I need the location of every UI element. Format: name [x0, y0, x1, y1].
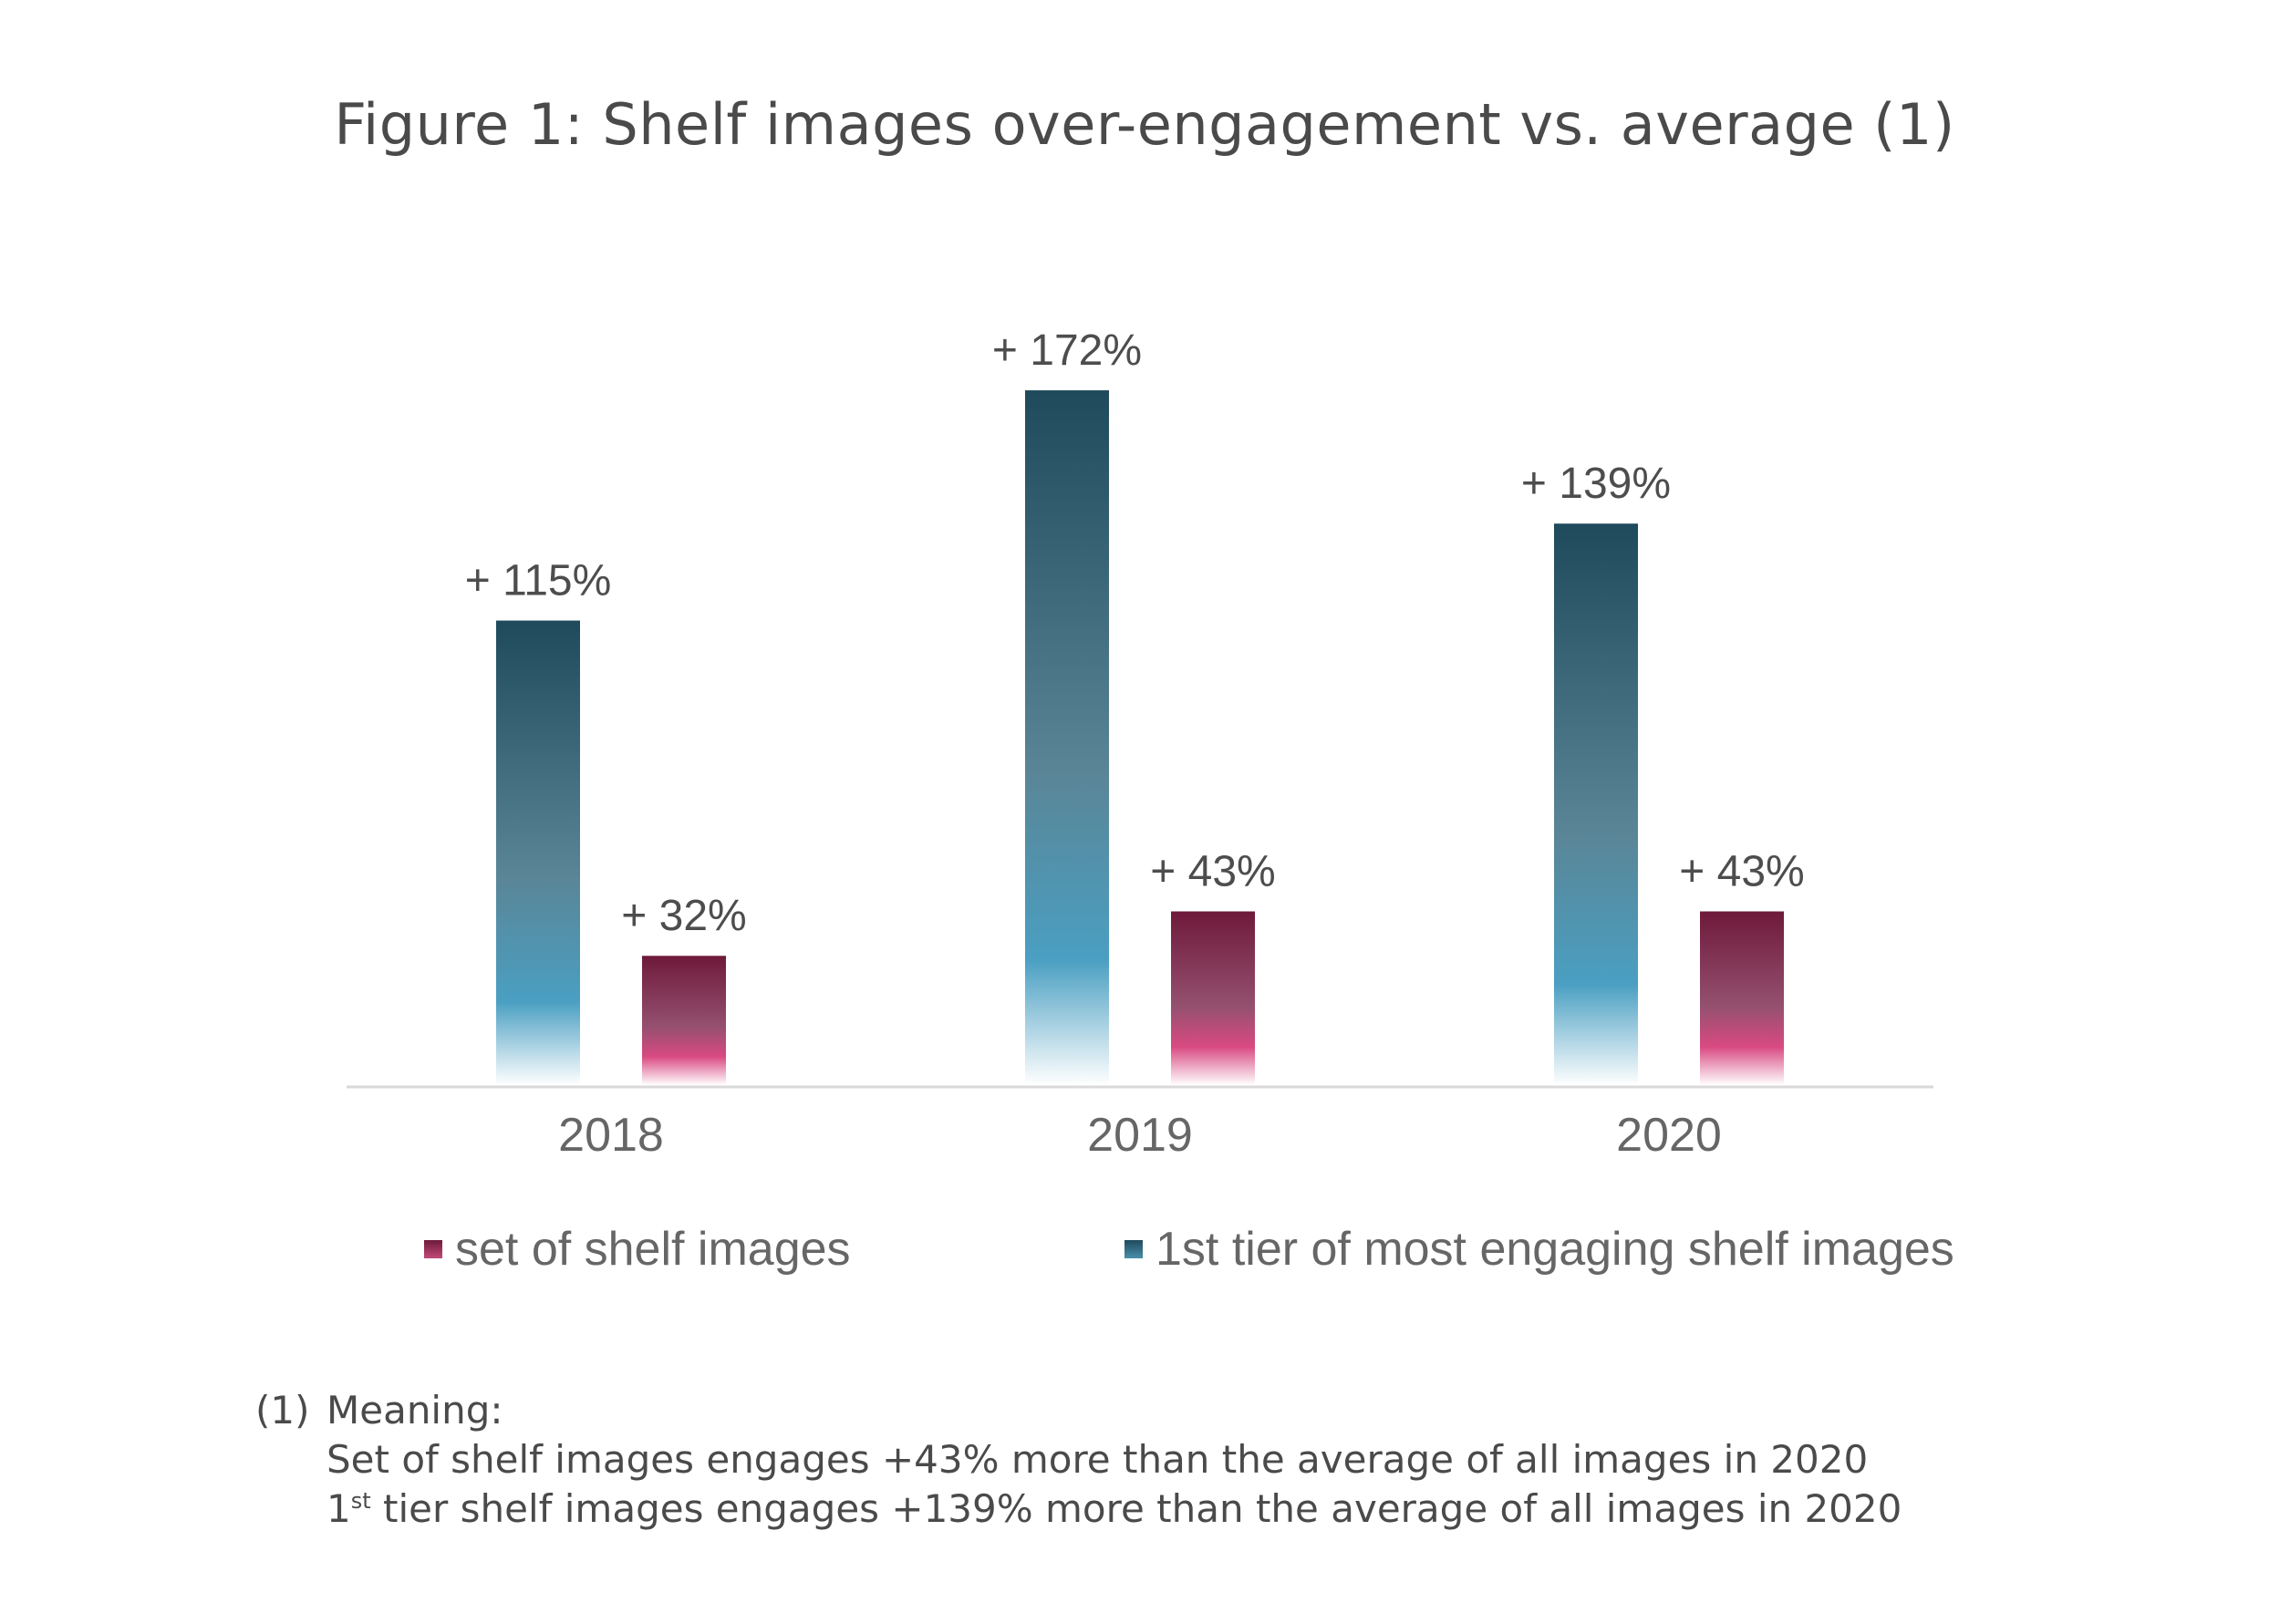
data-label-tier-2018: + 115%: [465, 557, 612, 605]
data-label-set-2019: + 43%: [1150, 848, 1275, 896]
footnote-line-2-prefix: 1: [326, 1486, 351, 1531]
bar-tier-2019: [1025, 390, 1109, 1085]
legend-swatch-set: [424, 1240, 442, 1258]
legend-label-set: set of shelf images: [455, 1223, 851, 1276]
footnote-line-2-text: tier shelf images engages +139% more tha…: [370, 1486, 1902, 1531]
bar-set-2020: [1700, 911, 1784, 1085]
bar-set-2019: [1171, 911, 1255, 1085]
x-tick-label-2018: 2018: [558, 1109, 664, 1162]
footnote-heading: Meaning:: [326, 1388, 503, 1433]
data-label-set-2020: + 43%: [1679, 848, 1804, 896]
data-label-tier-2020: + 139%: [1521, 460, 1671, 508]
footnote-line-2: 1st tier shelf images engages +139% more…: [255, 1484, 1902, 1534]
data-label-set-2018: + 32%: [621, 892, 746, 940]
footnote-number: (1): [255, 1388, 310, 1433]
x-tick-label-2019: 2019: [1087, 1109, 1193, 1162]
bar-tier-2020: [1554, 523, 1638, 1085]
bar-tier-2018: [496, 620, 580, 1085]
data-label-tier-2019: + 172%: [992, 326, 1142, 375]
legend-swatch-tier: [1124, 1240, 1143, 1258]
legend-label-tier: 1st tier of most engaging shelf images: [1156, 1223, 1954, 1276]
legend-item-set: set of shelf images: [424, 1222, 851, 1277]
footnote-line-2-superscript: st: [350, 1488, 371, 1514]
bar-set-2018: [642, 956, 726, 1085]
footnote-line-1: Set of shelf images engages +43% more th…: [326, 1437, 1869, 1482]
footnote: (1) Meaning: Set of shelf images engages…: [255, 1386, 1902, 1534]
legend-item-tier: 1st tier of most engaging shelf images: [1124, 1222, 1954, 1277]
chart-title: Figure 1: Shelf images over-engagement v…: [334, 91, 1955, 158]
x-tick-label-2020: 2020: [1616, 1109, 1722, 1162]
